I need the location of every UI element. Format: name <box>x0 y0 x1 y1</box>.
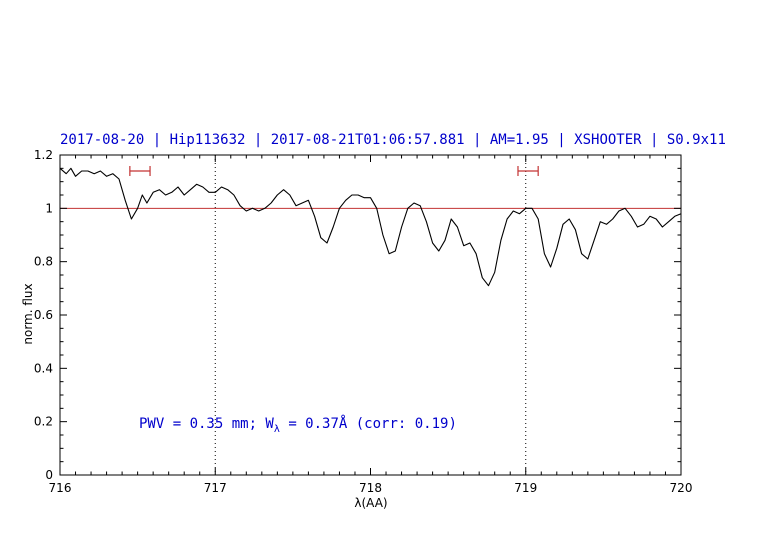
x-tick-label: 718 <box>359 481 382 495</box>
y-tick-label: 0.6 <box>34 308 53 322</box>
y-tick-label: 1.2 <box>34 148 53 162</box>
x-tick-label: 720 <box>670 481 693 495</box>
y-tick-label: 0 <box>45 468 53 482</box>
x-axis-label: λ(AA) <box>354 496 388 510</box>
pwv-annotation-subscript: λ <box>273 423 280 435</box>
pwv-annotation: PWV = 0.35 mm; Wλ = 0.37Å (corr: 0.19) <box>139 416 457 435</box>
y-tick-label: 0.2 <box>34 415 53 429</box>
x-tick-label: 716 <box>49 481 72 495</box>
y-tick-label: 0.8 <box>34 255 53 269</box>
y-tick-label: 0.4 <box>34 361 53 375</box>
axis-ticks <box>59 154 682 476</box>
x-tick-label: 717 <box>204 481 227 495</box>
plot-title: 2017-08-20 | Hip113632 | 2017-08-21T01:0… <box>60 132 726 148</box>
pwv-annotation-part1: PWV = 0.35 mm; W <box>139 416 274 432</box>
tick-labels: 716 717 718 719 720 0 0.2 0.4 0.6 0.8 1 1.2 <box>34 148 693 495</box>
interval-marker <box>129 166 151 176</box>
y-tick-label: 1 <box>45 201 53 215</box>
x-tick-label: 719 <box>514 481 537 495</box>
interval-marker <box>517 166 539 176</box>
spectrum-line <box>59 167 682 287</box>
pwv-annotation-part2: = 0.37Å (corr: 0.19) <box>279 416 457 432</box>
